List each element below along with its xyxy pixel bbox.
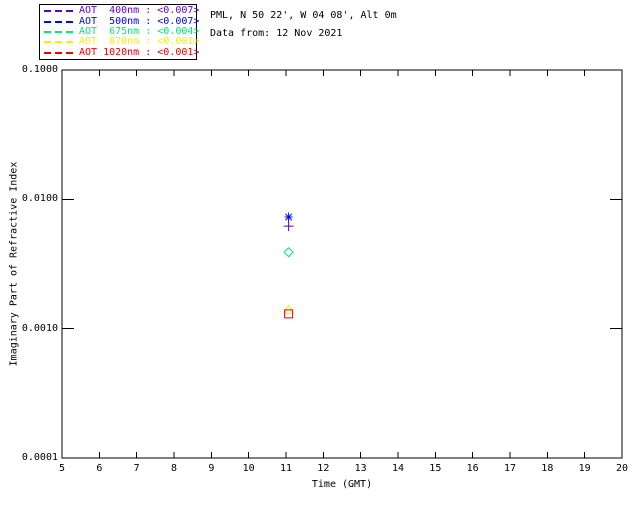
legend-row: AOT 870nm : <0.001> (44, 36, 200, 48)
station-location: PML, N 50 22', W 04 08', Alt 0m (210, 10, 397, 21)
x-tick-label: 20 (615, 463, 629, 474)
x-tick-label: 9 (208, 463, 215, 474)
data-date: Data from: 12 Nov 2021 (210, 28, 343, 39)
x-tick-label: 18 (541, 463, 554, 474)
x-tick-label: 17 (503, 463, 517, 474)
legend-label: AOT 500nm : <0.007> (79, 15, 200, 27)
y-axis-title: Imaginary Part of Refractive Index (8, 161, 20, 367)
marker-asterisk-aot-500nm (284, 212, 293, 222)
x-tick-label: 16 (466, 463, 479, 474)
legend-row: AOT 675nm : <0.004> (44, 25, 200, 37)
y-tick-label: 0.0010 (21, 322, 58, 334)
legend-row: AOT 1020nm : <0.001> (44, 46, 200, 58)
legend-row: AOT 400nm : <0.007> (44, 5, 200, 17)
x-tick-label: 13 (354, 463, 367, 474)
y-tick-label: 0.0100 (21, 193, 58, 205)
y-tick-label: 0.0001 (21, 452, 58, 463)
marker-diamond-aot-675nm (283, 247, 294, 258)
y-tick-label: 0.1000 (21, 64, 58, 75)
x-tick-label: 12 (317, 463, 330, 474)
legend-row: AOT 500nm : <0.007> (44, 15, 200, 27)
x-tick-label: 11 (279, 463, 293, 474)
legend-label: AOT 675nm : <0.004> (79, 25, 200, 37)
marker-plus-aot-400nm (283, 221, 294, 232)
marker-square-aot-1020nm (284, 309, 294, 319)
x-tick-label: 7 (133, 463, 140, 474)
legend-dashed-line-icon (44, 20, 74, 23)
x-tick-label: 10 (242, 463, 255, 474)
x-tick-label: 15 (429, 463, 442, 474)
legend-label: AOT 1020nm : <0.001> (79, 46, 200, 58)
plot-frame (61, 69, 623, 459)
legend-box: AOT 400nm : <0.007> AOT 500nm : <0.007> AO… (39, 4, 200, 60)
legend-dashed-line-icon (44, 51, 74, 54)
legend-dashed-line-icon (44, 10, 74, 13)
legend-dashed-line-icon (44, 30, 74, 33)
x-axis-title: Time (GMT) (311, 479, 373, 490)
station-header: PML, N 50 22', W 04 08', Alt 0m Data fro… (210, 7, 397, 43)
legend-label: AOT 400nm : <0.007> (79, 5, 200, 17)
x-tick-label: 19 (578, 463, 591, 474)
x-tick-label: 5 (58, 463, 66, 474)
legend-label: AOT 870nm : <0.001> (79, 36, 200, 48)
x-tick-label: 14 (391, 463, 405, 474)
legend-dashed-line-icon (44, 41, 74, 44)
x-tick-label: 8 (170, 463, 178, 474)
marker-triangle-aot-870nm (283, 304, 294, 314)
x-tick-label: 6 (96, 463, 103, 474)
